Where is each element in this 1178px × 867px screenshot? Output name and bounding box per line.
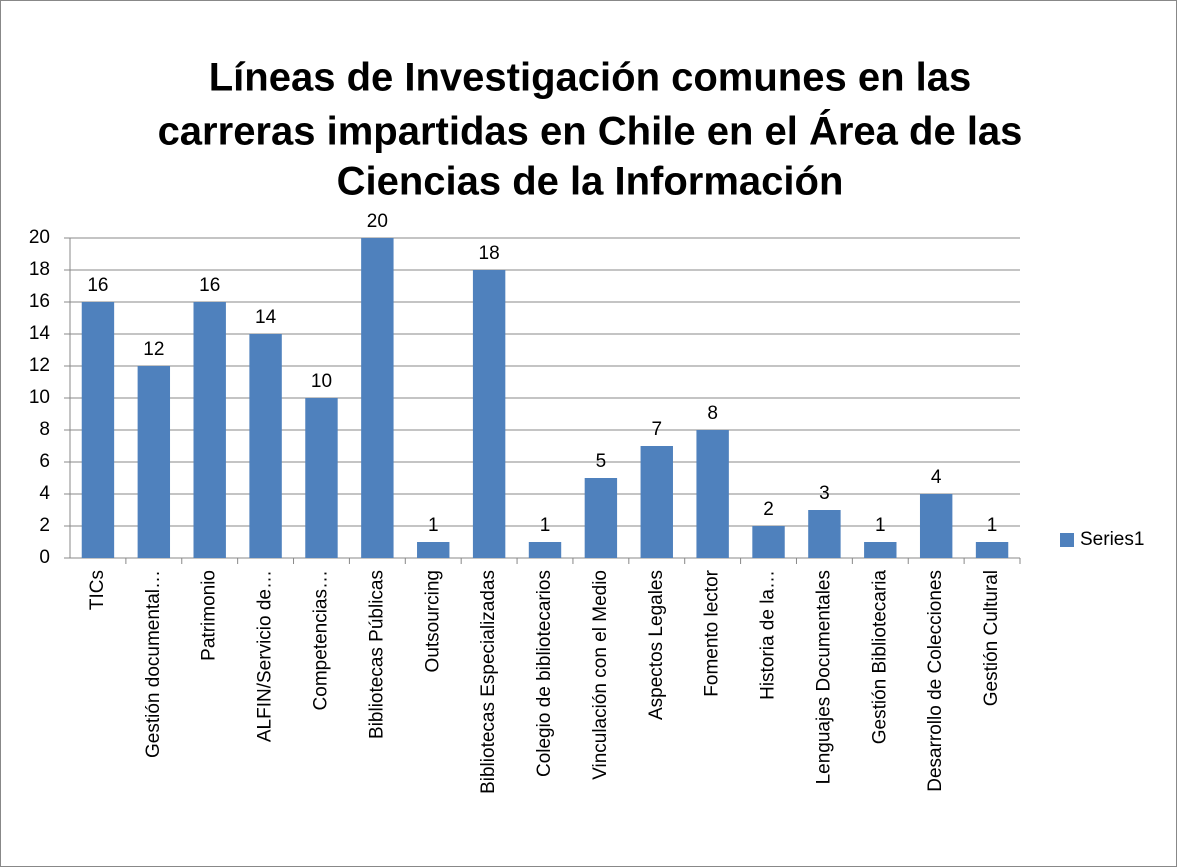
x-tick-label: Bibliotecas Públicas	[366, 570, 387, 739]
data-label: 12	[143, 339, 164, 360]
data-label: 1	[428, 515, 439, 536]
data-label: 1	[875, 515, 886, 536]
bar	[305, 398, 338, 558]
bar	[193, 302, 226, 558]
bar	[584, 478, 618, 558]
chart-title: Líneas de Investigación comunes en las	[209, 56, 971, 100]
x-tick-label: Patrimonio	[199, 570, 220, 661]
data-label: 8	[707, 403, 718, 424]
bar	[137, 366, 171, 558]
bar	[417, 542, 450, 558]
data-label: 20	[367, 211, 388, 232]
bar	[808, 510, 841, 558]
data-label: 1	[987, 515, 998, 536]
bar	[81, 302, 115, 558]
bar	[528, 542, 562, 558]
data-label: 7	[651, 419, 662, 440]
y-tick-label: 2	[39, 515, 50, 536]
y-tick-label: 6	[39, 451, 50, 472]
x-tick-label: ALFIN/Servicio de…	[255, 570, 276, 742]
x-tick-label: Historia de la…	[758, 570, 779, 700]
x-tick-label: Fomento lector	[702, 569, 723, 696]
bar	[919, 494, 953, 558]
x-tick-label: Vinculación con el Medio	[590, 570, 611, 780]
y-tick-label: 0	[39, 547, 50, 568]
bar	[249, 334, 282, 558]
x-tick-label: Competencias…	[310, 570, 331, 710]
data-label: 2	[763, 499, 774, 520]
bar	[696, 430, 729, 558]
data-label: 14	[255, 307, 277, 328]
x-tick-label: Aspectos Legales	[646, 570, 667, 720]
bar	[361, 238, 394, 558]
y-tick-label: 16	[29, 291, 50, 312]
y-tick-label: 8	[39, 419, 50, 440]
x-tick-label: Gestión documental…	[143, 570, 164, 758]
x-tick-label: Bibliotecas Especializadas	[478, 570, 499, 794]
x-tick-label: Desarrollo de Colecciones	[925, 570, 946, 792]
data-label: 16	[87, 275, 108, 296]
x-tick-label: Outsourcing	[422, 570, 443, 672]
y-tick-label: 12	[29, 355, 50, 376]
x-tick-label: Colegio de bibliotecarios	[534, 570, 555, 777]
bar	[975, 542, 1009, 558]
y-tick-label: 14	[29, 323, 51, 344]
y-tick-label: 10	[29, 387, 50, 408]
data-label: 10	[311, 371, 332, 392]
data-label: 1	[540, 515, 551, 536]
x-tick-label: Gestión Cultural	[981, 570, 1002, 706]
chart-title: carreras impartidas en Chile en el Área …	[158, 109, 1023, 154]
legend-label: Series1	[1080, 529, 1144, 550]
bar	[864, 542, 897, 558]
y-tick-label: 20	[29, 227, 50, 248]
legend-swatch	[1060, 533, 1074, 547]
y-tick-label: 18	[29, 259, 50, 280]
bar	[752, 526, 785, 558]
data-label: 4	[931, 467, 942, 488]
y-tick-label: 4	[39, 483, 50, 504]
data-label: 3	[819, 483, 830, 504]
bar	[472, 270, 506, 558]
x-tick-label: Lenguajes Documentales	[813, 570, 834, 784]
chart-title: Ciencias de la Información	[337, 160, 844, 204]
data-label: 16	[199, 275, 220, 296]
x-tick-label: TICs	[87, 570, 108, 610]
data-label: 5	[596, 451, 607, 472]
data-label: 18	[479, 243, 500, 264]
bar	[640, 446, 673, 558]
x-tick-label: Gestión Bibliotecaria	[869, 570, 890, 745]
